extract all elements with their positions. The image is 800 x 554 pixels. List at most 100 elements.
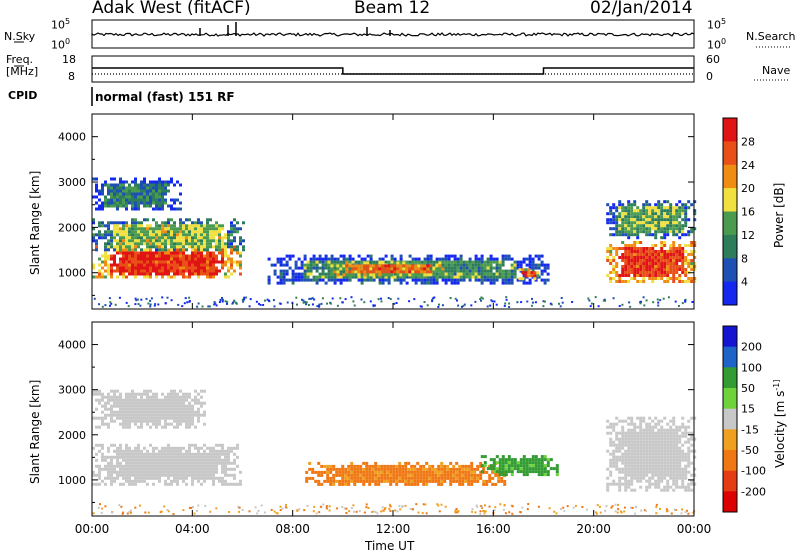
data-cell bbox=[642, 247, 646, 250]
data-cell bbox=[281, 507, 284, 510]
data-cell bbox=[182, 254, 185, 258]
data-cell bbox=[197, 419, 200, 423]
data-cell bbox=[158, 239, 161, 243]
data-cell bbox=[612, 297, 615, 300]
data-cell bbox=[273, 269, 277, 273]
data-cell bbox=[393, 257, 397, 261]
data-cell bbox=[684, 262, 688, 265]
data-cell bbox=[651, 262, 655, 265]
data-cell bbox=[648, 422, 652, 426]
data-cell bbox=[546, 461, 550, 465]
data-cell bbox=[131, 404, 134, 408]
data-cell bbox=[203, 455, 206, 459]
data-cell bbox=[98, 449, 101, 453]
data-cell bbox=[185, 395, 188, 399]
data-cell bbox=[534, 458, 538, 462]
data-cell bbox=[362, 482, 366, 486]
data-cell bbox=[119, 192, 122, 196]
data-cell bbox=[203, 239, 206, 243]
data-cell bbox=[657, 218, 661, 222]
data-cell bbox=[508, 511, 511, 514]
data-cell bbox=[660, 203, 664, 207]
data-cell bbox=[344, 298, 347, 301]
data-cell bbox=[176, 245, 179, 249]
data-cell bbox=[125, 479, 128, 483]
data-cell bbox=[381, 270, 385, 274]
data-cell bbox=[537, 254, 541, 258]
data-cell bbox=[494, 506, 497, 509]
data-cell bbox=[110, 482, 113, 486]
data-cell bbox=[146, 470, 149, 474]
data-cell bbox=[158, 266, 161, 270]
data-cell bbox=[327, 275, 331, 279]
data-cell bbox=[684, 452, 688, 456]
data-cell bbox=[681, 302, 684, 305]
data-cell bbox=[315, 512, 318, 515]
data-cell bbox=[435, 260, 439, 264]
data-cell bbox=[197, 248, 200, 252]
data-cell bbox=[678, 485, 682, 489]
data-cell bbox=[155, 180, 158, 184]
data-cell bbox=[522, 464, 526, 468]
data-cell bbox=[669, 485, 673, 489]
data-cell bbox=[179, 389, 182, 393]
data-cell bbox=[152, 455, 155, 459]
data-cell bbox=[651, 431, 655, 435]
data-cell bbox=[411, 275, 415, 279]
data-cell bbox=[122, 251, 125, 255]
data-cell bbox=[179, 239, 182, 243]
data-cell bbox=[330, 270, 334, 274]
data-cell bbox=[152, 422, 155, 426]
data-cell bbox=[651, 280, 655, 283]
data-cell bbox=[131, 407, 134, 411]
data-cell bbox=[122, 275, 125, 279]
data-cell bbox=[182, 236, 185, 240]
data-cell bbox=[651, 473, 655, 477]
data-cell bbox=[146, 195, 149, 199]
data-cell bbox=[444, 278, 448, 282]
data-cell bbox=[660, 212, 664, 216]
data-cell bbox=[206, 233, 209, 237]
data-cell bbox=[140, 266, 143, 270]
data-cell bbox=[194, 455, 197, 459]
data-cell bbox=[164, 473, 167, 477]
data-cell bbox=[128, 233, 131, 237]
data-cell bbox=[421, 512, 424, 515]
data-cell bbox=[495, 260, 499, 264]
data-cell bbox=[648, 485, 652, 489]
data-cell bbox=[282, 263, 286, 267]
data-cell bbox=[648, 476, 652, 480]
data-cell bbox=[414, 267, 418, 271]
data-cell bbox=[684, 209, 688, 213]
data-cell bbox=[170, 218, 173, 222]
data-cell bbox=[212, 230, 215, 234]
data-cell bbox=[645, 452, 649, 456]
data-cell bbox=[663, 446, 667, 450]
data-cell bbox=[486, 269, 490, 273]
data-cell bbox=[404, 504, 407, 507]
data-cell bbox=[681, 434, 685, 438]
data-cell bbox=[104, 263, 107, 267]
data-cell bbox=[654, 203, 658, 207]
data-cell bbox=[134, 401, 137, 405]
data-cell bbox=[410, 464, 414, 468]
data-cell bbox=[137, 269, 140, 273]
data-cell bbox=[230, 482, 233, 486]
data-cell bbox=[479, 461, 483, 465]
nave-tick-top: 60 bbox=[706, 53, 720, 66]
data-cell bbox=[546, 464, 550, 468]
data-cell bbox=[218, 260, 221, 264]
data-cell bbox=[167, 236, 170, 240]
data-cell bbox=[119, 204, 122, 208]
data-cell bbox=[200, 227, 203, 231]
data-cell bbox=[203, 242, 206, 246]
data-cell bbox=[326, 464, 330, 468]
data-cell bbox=[130, 511, 132, 514]
data-cell bbox=[627, 473, 631, 477]
data-cell bbox=[119, 245, 122, 249]
data-cell bbox=[666, 473, 670, 477]
data-cell bbox=[191, 452, 194, 456]
data-cell bbox=[386, 467, 390, 471]
data-cell bbox=[627, 221, 631, 225]
data-cell bbox=[146, 224, 149, 228]
